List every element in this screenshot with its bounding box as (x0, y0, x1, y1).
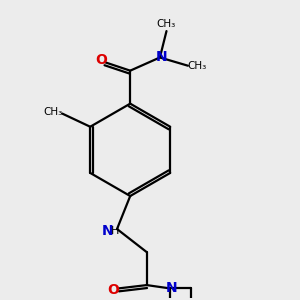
Text: CH₃: CH₃ (188, 61, 207, 71)
Text: N: N (102, 224, 114, 238)
Text: CH₃: CH₃ (43, 107, 63, 117)
Text: N: N (156, 50, 167, 64)
Text: CH₃: CH₃ (157, 19, 176, 29)
Text: N: N (166, 281, 178, 295)
Text: O: O (96, 53, 107, 68)
Text: O: O (107, 283, 119, 297)
Text: H: H (111, 226, 119, 236)
